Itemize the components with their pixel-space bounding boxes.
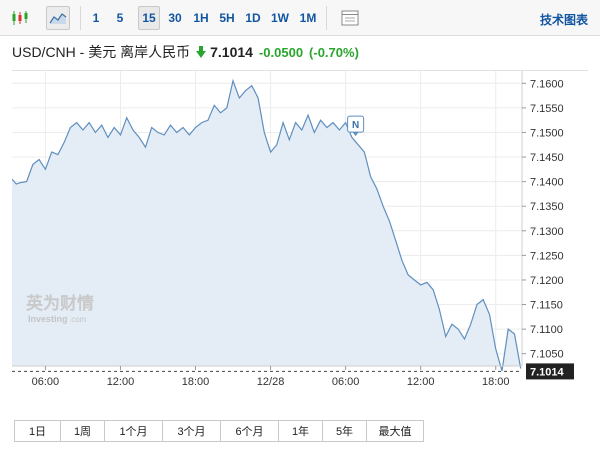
y-tick-label: 7.1150 — [530, 300, 563, 312]
chart-area[interactable]: 英为财情 Investing .com 7.1600 7.1550 7.1500 7.145… — [12, 70, 588, 400]
y-tick-label: 7.1600 — [530, 78, 564, 90]
y-tick-label: 7.1250 — [530, 250, 564, 262]
last-price-label: 7.1014 — [530, 366, 565, 378]
instrument-name: USD/CNH - 美元 离岸人民币 — [12, 44, 191, 60]
time-range-selector: 1日 1周 1个月 3个月 6个月 1年 5年 最大值 — [14, 420, 424, 442]
interval-button-1[interactable]: 1 — [92, 11, 100, 25]
price-change: -0.0500 — [258, 44, 304, 60]
y-tick-label: 7.1300 — [530, 226, 564, 238]
x-tick-label: 12/28 — [257, 376, 285, 388]
y-tick-label: 7.1500 — [530, 127, 564, 139]
technical-chart-link[interactable]: 技术图表 — [539, 13, 588, 27]
range-button[interactable]: 5年 — [323, 421, 367, 441]
y-tick-label: 7.1050 — [530, 349, 564, 361]
y-tick-label: 7.1400 — [530, 177, 564, 189]
watermark-logo-suffix: .com — [69, 315, 87, 324]
interval-button-30[interactable]: 30 — [168, 11, 182, 25]
interval-button-1w[interactable]: 1W — [271, 11, 289, 25]
x-tick-label: 12:00 — [107, 376, 135, 388]
news-marker-pointer — [352, 132, 359, 137]
interval-button-5h[interactable]: 5H — [219, 11, 235, 25]
x-tick-label: 06:00 — [32, 376, 60, 388]
down-arrow-icon — [196, 46, 207, 58]
interval-button-1h[interactable]: 1H — [193, 11, 209, 25]
y-tick-label: 7.1450 — [530, 152, 564, 164]
range-button[interactable]: 1日 — [15, 421, 61, 441]
interval-button-1m[interactable]: 1M — [299, 11, 317, 25]
y-tick-label: 7.1350 — [530, 201, 564, 213]
toolbar-divider — [80, 6, 81, 30]
y-tick-label: 7.1550 — [530, 103, 564, 115]
y-tick-label: 7.1100 — [530, 324, 563, 336]
watermark-logo-en: Investing — [28, 314, 68, 324]
range-button[interactable]: 1年 — [279, 421, 323, 441]
interval-button-15[interactable]: 15 — [138, 6, 160, 30]
last-price-badge — [526, 363, 574, 380]
news-marker-label: N — [352, 120, 359, 131]
x-tick-label: 12:00 — [407, 376, 435, 388]
range-button[interactable]: 1周 — [61, 421, 105, 441]
range-button[interactable]: 3个月 — [163, 421, 221, 441]
range-button[interactable]: 最大值 — [378, 426, 412, 438]
news-marker — [347, 115, 365, 133]
series-area — [12, 80, 521, 371]
x-tick-label: 06:00 — [332, 376, 360, 388]
x-tick-label: 18:00 — [482, 376, 510, 388]
area-chart-icon[interactable] — [46, 6, 70, 30]
interval-button-1d[interactable]: 1D — [245, 11, 261, 25]
indicator-panel-icon[interactable] — [338, 6, 362, 30]
watermark-logo-cn: 英为财情 — [26, 293, 94, 314]
x-tick-label: 18:00 — [182, 376, 210, 388]
candlestick-icon[interactable] — [8, 6, 32, 30]
series-line — [12, 78, 522, 372]
chart-toolbar: 技术图表 1 5 15 30 1H 5H 1D 1W 1M — [0, 0, 600, 36]
last-price: 7.1014 — [210, 44, 253, 60]
toolbar-divider — [326, 6, 327, 30]
price-change-percent: (-0.70%) — [309, 44, 359, 60]
interval-button-5[interactable]: 5 — [116, 11, 124, 25]
y-tick-label: 7.1200 — [530, 275, 564, 287]
range-button[interactable]: 1个月 — [105, 421, 163, 441]
range-button[interactable]: 6个月 — [221, 421, 279, 441]
instrument-header: USD/CNH - 美元 离岸人民币 7.1014 -0.0500 (-0.70… — [12, 42, 359, 62]
